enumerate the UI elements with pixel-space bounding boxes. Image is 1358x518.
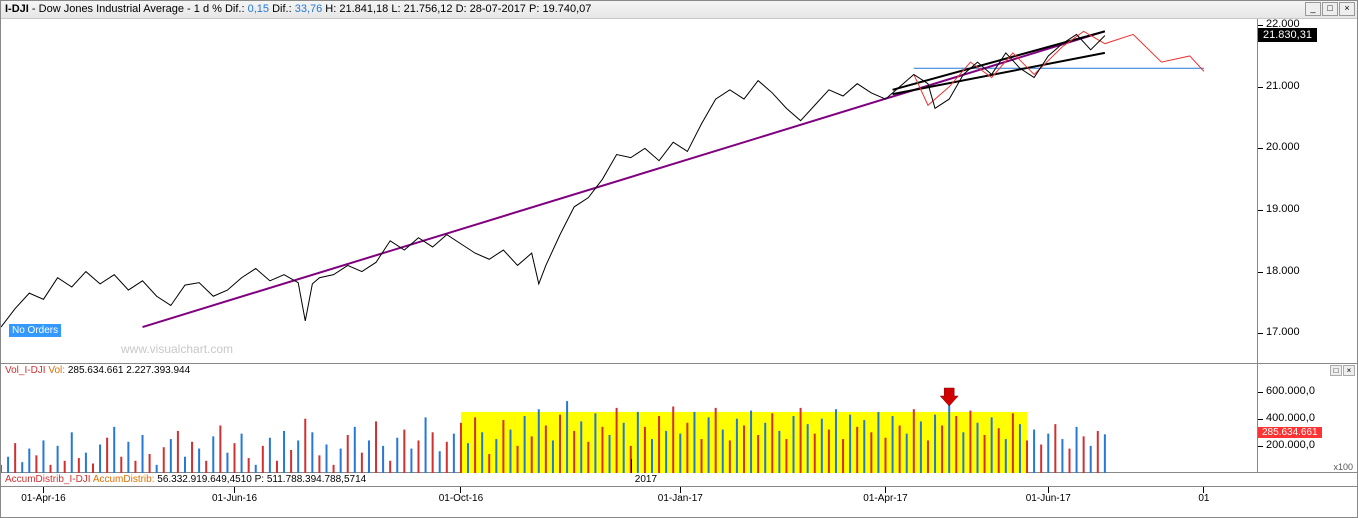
dif-label: Dif.: bbox=[272, 3, 292, 15]
low-value: 21.756,12 bbox=[404, 3, 453, 15]
vol-head-label: Vol: bbox=[48, 365, 65, 376]
p-value: 19.740,07 bbox=[542, 3, 591, 15]
price-plot[interactable]: No Orders www.visualchart.com bbox=[1, 19, 1257, 364]
vol-head-v2: 2.227.393.944 bbox=[126, 365, 190, 376]
price-flag: 21.830,31 bbox=[1258, 28, 1317, 42]
volume-header: Vol_I-DJI Vol: 285.634.661 2.227.393.944… bbox=[1, 364, 1357, 378]
x-tick: 01-Jun-16 bbox=[205, 487, 265, 504]
title-symbol: I-DJI bbox=[5, 3, 29, 15]
year-label: 2017 bbox=[635, 474, 657, 485]
vol-x100-label: x100 bbox=[1333, 462, 1353, 472]
dif-value: 33,76 bbox=[295, 3, 323, 15]
x-tick: 01-Jun-17 bbox=[1018, 487, 1078, 504]
maximize-button[interactable]: □ bbox=[1322, 2, 1338, 16]
x-tick: 01 bbox=[1174, 487, 1234, 504]
high-value: 21.841,18 bbox=[339, 3, 388, 15]
title-interval: 1 d bbox=[194, 3, 209, 15]
x-axis: 01-Apr-16 01-Jun-16 01-Oct-16 01-Jan-17 01-A… bbox=[1, 487, 1357, 516]
accum-v1: 56.332.919.649,4510 bbox=[157, 474, 252, 485]
x-tick: 01-Oct-16 bbox=[431, 487, 491, 504]
pctdif-value: 0,15 bbox=[248, 3, 269, 15]
chart-window: I-DJI - Dow Jones Industrial Average - 1… bbox=[0, 0, 1358, 518]
minimize-button[interactable]: _ bbox=[1305, 2, 1321, 16]
window-controls: _ □ × bbox=[1305, 2, 1355, 16]
year-divider bbox=[631, 459, 632, 473]
vol-head-v1: 285.634.661 bbox=[68, 365, 124, 376]
watermark: www.visualchart.com bbox=[121, 342, 233, 356]
no-orders-badge: No Orders bbox=[9, 324, 61, 337]
accum-label: AccumDistrib: bbox=[93, 474, 155, 485]
x-tick: 01-Jan-17 bbox=[650, 487, 710, 504]
volume-flag: 285.634.661 bbox=[1258, 427, 1322, 438]
accum-v2: 511.788.394.788,5714 bbox=[267, 474, 366, 485]
title-name: Dow Jones Industrial Average bbox=[39, 3, 184, 15]
close-button[interactable]: × bbox=[1339, 2, 1355, 16]
price-yaxis: 17.00018.00019.00020.00021.00022.00021.8… bbox=[1257, 19, 1357, 364]
accum-plabel: P: bbox=[255, 474, 264, 485]
titlebar: I-DJI - Dow Jones Industrial Average - 1… bbox=[1, 1, 1357, 19]
date-value: 28-07-2017 bbox=[470, 3, 526, 15]
bottom-area: AccumDistrib_I-DJI AccumDistrib: 56.332.… bbox=[1, 473, 1357, 517]
x-tick: 01-Apr-17 bbox=[856, 487, 916, 504]
volume-plot[interactable] bbox=[1, 378, 1257, 473]
volume-yaxis: x100 200.000,0400.000,0600.000,0285.634.… bbox=[1257, 364, 1357, 473]
accumdistrib-row: AccumDistrib_I-DJI AccumDistrib: 56.332.… bbox=[1, 473, 1357, 487]
accum-symbol: AccumDistrib_I-DJI bbox=[5, 474, 91, 485]
vol-head-symbol: Vol_I-DJI bbox=[5, 365, 46, 376]
price-pane: No Orders www.visualchart.com 17.00018.0… bbox=[1, 19, 1357, 364]
volume-pane: Vol_I-DJI Vol: 285.634.661 2.227.393.944… bbox=[1, 364, 1357, 473]
x-tick: 01-Apr-16 bbox=[13, 487, 73, 504]
pctdif-label: % Dif.: bbox=[212, 3, 244, 15]
